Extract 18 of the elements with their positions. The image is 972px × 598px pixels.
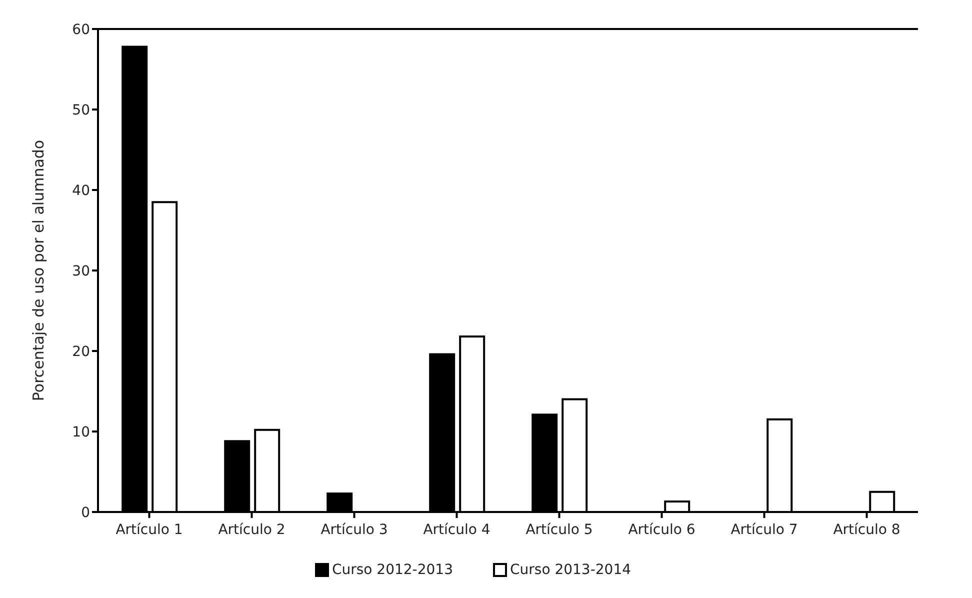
- x-tick-label: Artículo 7: [730, 522, 798, 538]
- y-tick-label: 60: [72, 22, 90, 38]
- x-tick-label: Artículo 1: [116, 522, 183, 538]
- y-tick-label: 20: [72, 344, 90, 360]
- x-tick-label: Artículo 8: [833, 522, 900, 538]
- x-tick-label: Artículo 5: [526, 522, 593, 538]
- y-tick-label: 30: [72, 263, 90, 280]
- legend-label: Curso 2012-2013: [330, 562, 453, 578]
- legend-label: Curso 2013-2014: [509, 562, 632, 578]
- x-tick-label: Artículo 2: [218, 522, 286, 538]
- y-tick-label: 40: [72, 182, 90, 199]
- x-tick-label: Artículo 4: [423, 522, 490, 538]
- y-axis-title: Porcentaje de uso por el alumnado: [29, 140, 48, 402]
- y-tick-label: 10: [72, 424, 90, 440]
- x-tick-label: Artículo 3: [320, 522, 388, 538]
- y-tick-label: 50: [72, 102, 90, 118]
- y-tick-label: 0: [81, 504, 90, 521]
- x-tick-label: Artículo 6: [628, 522, 696, 538]
